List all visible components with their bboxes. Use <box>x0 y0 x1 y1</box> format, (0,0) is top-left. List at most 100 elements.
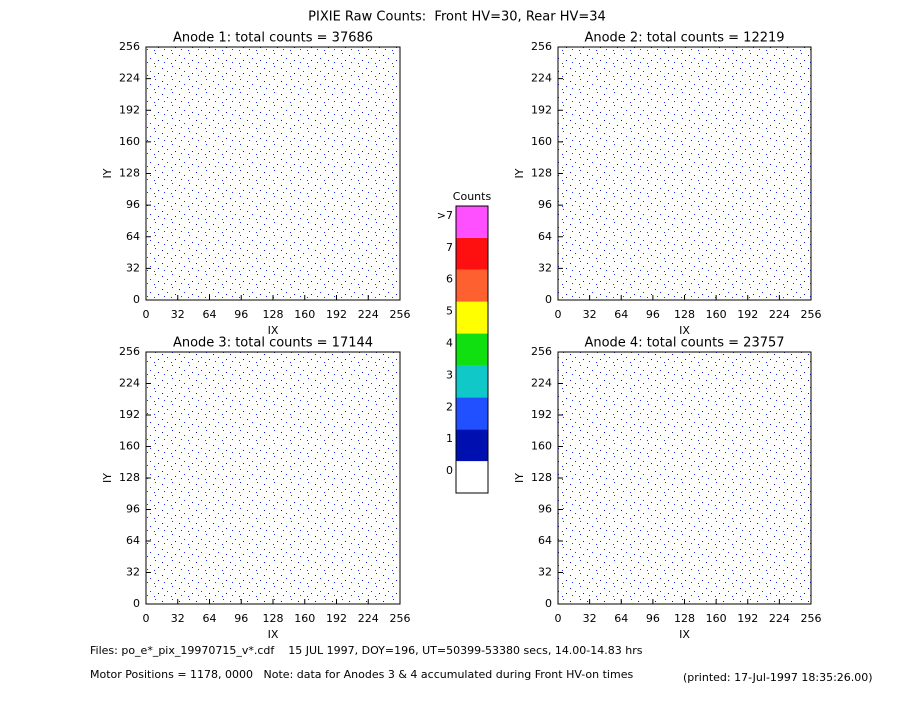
x-tick-label: 0 <box>555 612 562 625</box>
y-tick-label: 0 <box>133 293 140 306</box>
y-tick-label: 32 <box>538 566 552 579</box>
x-tick-label: 96 <box>234 308 248 321</box>
x-tick-label: 0 <box>143 612 150 625</box>
x-tick-label: 256 <box>801 308 822 321</box>
y-tick-label: 96 <box>538 503 552 516</box>
y-tick-label: 224 <box>531 72 552 85</box>
x-axis-label: IX <box>268 628 279 641</box>
x-tick-label: 192 <box>326 308 347 321</box>
colorbar-label: 4 <box>446 337 453 350</box>
y-tick-label: 64 <box>538 230 552 243</box>
y-tick-label: 224 <box>119 377 140 390</box>
x-tick-label: 96 <box>234 612 248 625</box>
y-tick-label: 192 <box>119 103 140 116</box>
footer-motor: Motor Positions = 1178, 0000 Note: data … <box>90 668 633 681</box>
y-tick-label: 224 <box>119 72 140 85</box>
y-tick-label: 64 <box>538 534 552 547</box>
x-tick-label: 160 <box>294 308 315 321</box>
colorbar-label: 2 <box>446 400 453 413</box>
colorbar-label: 5 <box>446 305 453 318</box>
pixel-texture <box>146 352 400 604</box>
x-tick-label: 160 <box>706 612 727 625</box>
y-tick-label: 128 <box>119 167 140 180</box>
y-axis-label: IY <box>513 473 526 483</box>
colorbar-swatch <box>456 429 488 462</box>
y-tick-label: 256 <box>119 345 140 358</box>
y-tick-label: 32 <box>126 566 140 579</box>
pixel-texture <box>558 47 811 300</box>
y-tick-label: 192 <box>531 408 552 421</box>
x-tick-label: 128 <box>674 308 695 321</box>
y-axis-label: IY <box>101 168 114 178</box>
y-tick-label: 160 <box>531 440 552 453</box>
y-tick-label: 128 <box>531 167 552 180</box>
x-tick-label: 64 <box>614 612 628 625</box>
y-tick-label: 0 <box>545 597 552 610</box>
y-tick-label: 256 <box>119 40 140 53</box>
x-tick-label: 160 <box>294 612 315 625</box>
y-axis-label: IY <box>513 168 526 178</box>
x-tick-label: 224 <box>769 612 790 625</box>
colorbar-swatch <box>456 365 488 398</box>
y-tick-label: 0 <box>133 597 140 610</box>
y-tick-label: 96 <box>538 198 552 211</box>
colorbar-swatch <box>456 206 488 238</box>
colorbar-label: 7 <box>446 241 453 254</box>
x-tick-label: 256 <box>801 612 822 625</box>
colorbar-label: 3 <box>446 368 453 381</box>
x-tick-label: 0 <box>143 308 150 321</box>
colorbar-swatch <box>456 333 488 366</box>
x-tick-label: 64 <box>614 308 628 321</box>
colorbar-swatch <box>456 461 488 493</box>
y-tick-label: 128 <box>119 471 140 484</box>
x-tick-label: 32 <box>583 308 597 321</box>
colorbar-frame <box>455 205 489 494</box>
x-tick-label: 32 <box>583 612 597 625</box>
x-tick-label: 128 <box>263 308 284 321</box>
x-tick-label: 96 <box>646 612 660 625</box>
y-tick-label: 96 <box>126 503 140 516</box>
x-tick-label: 256 <box>390 612 411 625</box>
y-tick-label: 160 <box>531 135 552 148</box>
y-tick-label: 64 <box>126 230 140 243</box>
x-tick-label: 96 <box>646 308 660 321</box>
y-tick-label: 96 <box>126 198 140 211</box>
y-tick-label: 256 <box>531 345 552 358</box>
colorbar-swatch <box>456 397 488 430</box>
colorbar-swatch <box>456 301 488 334</box>
y-tick-label: 64 <box>126 534 140 547</box>
panel-title: Anode 4: total counts = 23757 <box>584 336 784 351</box>
x-tick-label: 32 <box>171 308 185 321</box>
colorbar-label: >7 <box>437 209 453 222</box>
x-tick-label: 64 <box>203 308 217 321</box>
y-tick-label: 32 <box>126 261 140 274</box>
x-axis-label: IX <box>268 324 279 337</box>
y-axis-label: IY <box>101 473 114 483</box>
x-axis-label: IX <box>679 628 690 641</box>
y-tick-label: 128 <box>531 471 552 484</box>
x-tick-label: 224 <box>358 612 379 625</box>
colorbar-label: 6 <box>446 273 453 286</box>
panel-title: Anode 1: total counts = 37686 <box>173 31 373 46</box>
panel-title: Anode 2: total counts = 12219 <box>584 31 784 46</box>
y-tick-label: 192 <box>531 103 552 116</box>
y-tick-label: 0 <box>545 293 552 306</box>
y-tick-label: 32 <box>538 261 552 274</box>
figure-title: PIXIE Raw Counts: Front HV=30, Rear HV=3… <box>308 10 606 25</box>
y-tick-label: 160 <box>119 135 140 148</box>
footer-printed: (printed: 17-Jul-1997 18:35:26.00) <box>683 671 873 684</box>
colorbar-label: 0 <box>446 464 453 477</box>
x-tick-label: 0 <box>555 308 562 321</box>
panel-title: Anode 3: total counts = 17144 <box>173 336 373 351</box>
colorbar-label: 1 <box>446 432 453 445</box>
x-tick-label: 128 <box>674 612 695 625</box>
x-tick-label: 256 <box>390 308 411 321</box>
x-tick-label: 192 <box>737 308 758 321</box>
x-tick-label: 32 <box>171 612 185 625</box>
footer-files: Files: po_e*_pix_19970715_v*.cdf 15 JUL … <box>90 644 643 657</box>
x-tick-label: 160 <box>706 308 727 321</box>
colorbar-title: Counts <box>453 190 492 203</box>
x-tick-label: 192 <box>326 612 347 625</box>
